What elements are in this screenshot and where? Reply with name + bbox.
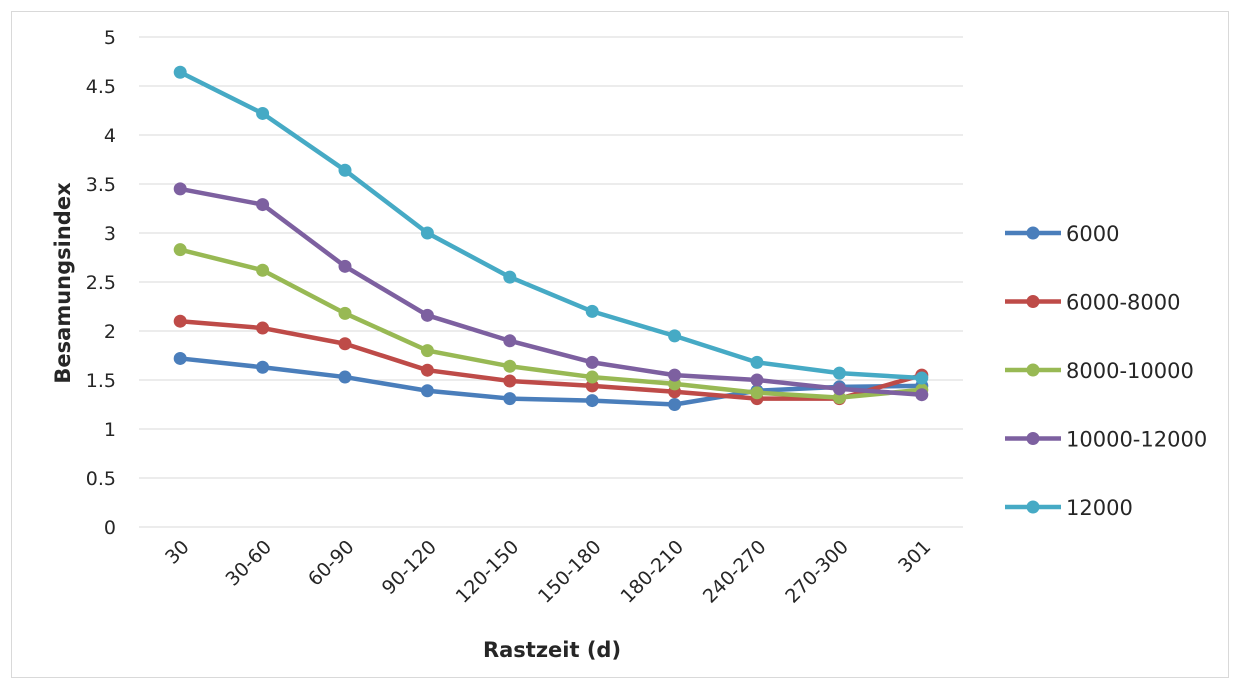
series-3 (173, 243, 929, 405)
legend-label: 12000 (1066, 496, 1133, 520)
series-line (177, 356, 925, 407)
x-tick-label: 60-90 (304, 536, 359, 591)
x-tick-label: 90-120 (378, 536, 441, 599)
data-point (668, 368, 682, 382)
x-axis-tick-labels: 30 30-60 60-90 90-120 120-150 150-180 180-210 2… (161, 536, 935, 608)
x-tick-label: 120-150 (452, 536, 524, 608)
x-tick-label: 30 (161, 536, 194, 569)
data-point (338, 306, 352, 320)
series-line (177, 247, 925, 400)
y-tick-label: 1.5 (86, 370, 116, 392)
data-point (173, 243, 187, 257)
legend-swatch-marker (1026, 500, 1040, 514)
x-tick-label: 240-270 (699, 536, 771, 608)
data-point (915, 371, 929, 385)
data-point (420, 226, 434, 240)
data-point (256, 263, 270, 277)
series-line (177, 186, 925, 397)
x-tick-label: 301 (894, 536, 935, 577)
series-4 (173, 182, 929, 402)
y-tick-label: 0.5 (86, 468, 116, 490)
data-point (832, 382, 846, 396)
data-point (420, 308, 434, 322)
gridlines (139, 36, 963, 528)
legend-item: 6000 (1005, 222, 1119, 246)
data-point (585, 304, 599, 318)
y-axis-title: Besamungsindex (51, 182, 75, 384)
legend-swatch-marker (1026, 432, 1040, 445)
data-point (420, 384, 434, 398)
data-point (915, 388, 929, 402)
data-point (503, 359, 517, 373)
y-tick-label: 0 (104, 517, 116, 539)
y-tick-label: 5 (104, 27, 116, 49)
legend-item: 12000 (1005, 496, 1133, 520)
data-point (503, 392, 517, 406)
data-point (420, 363, 434, 377)
series-line (177, 318, 925, 401)
data-point (173, 182, 187, 196)
data-point (338, 163, 352, 177)
legend-item: 10000-12000 (1005, 428, 1207, 452)
legend: 6000 6000-8000 8000-10000 10000-12000 12000 (1005, 222, 1207, 520)
legend-swatch-marker (1026, 295, 1040, 308)
y-tick-label: 3.5 (86, 174, 116, 196)
legend-swatch-marker (1026, 363, 1040, 377)
x-axis-title: Rastzeit (d) (483, 638, 621, 662)
data-point (585, 394, 599, 408)
legend-label: 8000-10000 (1066, 359, 1194, 383)
series-line (177, 70, 925, 381)
chart-frame (11, 11, 1229, 678)
data-point (668, 398, 682, 411)
x-tick-label: 180-210 (616, 536, 688, 608)
y-tick-label: 2.5 (86, 272, 116, 294)
data-point (585, 355, 599, 369)
data-point (256, 106, 270, 120)
data-point (338, 337, 352, 351)
y-tick-label: 4 (104, 125, 116, 147)
x-tick-label: 270-300 (781, 536, 853, 608)
data-point (832, 366, 846, 380)
data-point (585, 370, 599, 384)
y-axis-tick-labels: 0 0.5 1 1.5 2 2.5 3 3.5 4 4.5 5 (86, 27, 116, 539)
series-lines (173, 65, 929, 411)
data-point (256, 360, 270, 374)
y-tick-label: 2 (104, 321, 116, 343)
data-point (503, 374, 517, 388)
data-point (256, 198, 270, 212)
x-tick-label: 30-60 (222, 536, 277, 591)
legend-label: 6000 (1066, 222, 1119, 246)
data-point (750, 386, 764, 400)
data-point (668, 329, 682, 343)
legend-label: 6000-8000 (1066, 291, 1180, 315)
y-tick-label: 4.5 (86, 76, 116, 98)
data-point (173, 65, 187, 79)
data-point (256, 321, 270, 335)
x-tick-label: 150-180 (534, 536, 606, 608)
legend-label: 10000-12000 (1066, 428, 1207, 452)
y-tick-label: 3 (104, 223, 116, 245)
series-2 (173, 314, 929, 406)
data-point (338, 370, 352, 384)
data-point (503, 334, 517, 348)
data-point (173, 314, 187, 328)
data-point (420, 344, 434, 358)
data-point (750, 355, 764, 369)
data-point (338, 259, 352, 273)
data-point (503, 270, 517, 284)
legend-item: 8000-10000 (1005, 359, 1194, 383)
legend-item: 6000-8000 (1005, 291, 1180, 315)
data-point (173, 351, 187, 365)
y-tick-label: 1 (104, 419, 116, 441)
data-point (750, 373, 764, 387)
series-5 (173, 65, 929, 385)
legend-swatch-marker (1026, 226, 1040, 240)
